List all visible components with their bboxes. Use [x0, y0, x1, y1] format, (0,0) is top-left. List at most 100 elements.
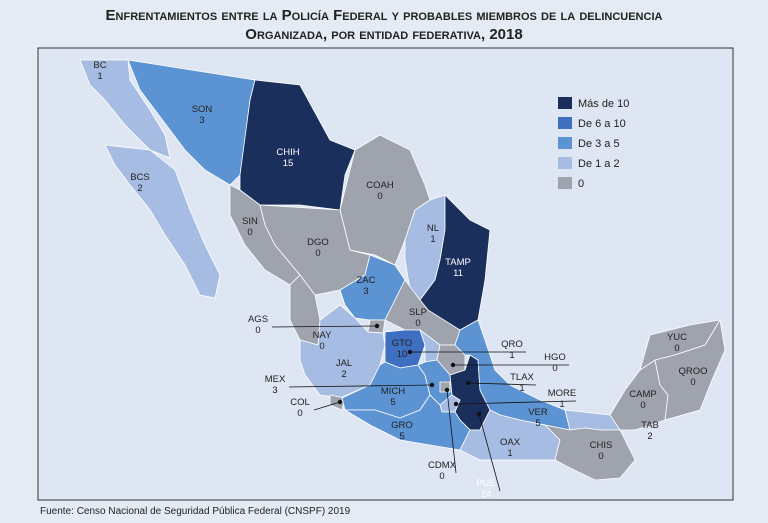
state-name: TAB: [641, 420, 659, 431]
leader-line: [313, 401, 341, 411]
state-name: QRO: [501, 339, 523, 350]
state-name: MORE: [548, 388, 577, 399]
leader-dot: [429, 382, 435, 388]
state-value: 1: [507, 448, 512, 459]
state-value: 0: [377, 191, 382, 202]
state-value: 15: [283, 158, 294, 169]
state-name: OAX: [500, 437, 521, 448]
leader-line: [455, 400, 577, 405]
state-value: 3: [363, 286, 368, 297]
leader-line: [271, 325, 378, 328]
leader-dot: [337, 399, 343, 405]
leader-line: [288, 384, 433, 388]
title-line: Organizada, por entidad federativa, 2018: [245, 26, 522, 43]
state-value: 0: [598, 451, 603, 462]
state-name: CAMP: [629, 389, 656, 400]
state-value: 5: [535, 418, 540, 429]
legend-label: De 3 a 5: [578, 138, 620, 150]
state-value: 1: [430, 234, 435, 245]
state-name: HGO: [544, 352, 566, 363]
leader-line: [467, 382, 537, 386]
state-name: NL: [427, 223, 439, 234]
state-value: 3: [199, 115, 204, 126]
legend-swatch: [558, 97, 572, 109]
state-name: MICH: [381, 386, 405, 397]
state-shape: [79, 59, 171, 159]
state-value: 1: [509, 350, 514, 361]
state-name: COL: [290, 397, 310, 408]
states-layer: [79, 59, 726, 481]
title-line: Enfrentamientos entre la Policía Federal…: [106, 7, 663, 24]
state-value: 24: [481, 489, 492, 500]
state-value: 0: [247, 227, 252, 238]
leader-dot: [453, 401, 459, 407]
state-value: 0: [315, 248, 320, 259]
state-value: 0: [439, 471, 444, 482]
state-shape: [239, 79, 356, 211]
legend-swatch: [558, 137, 572, 149]
state-name: DGO: [307, 237, 329, 248]
state-name: SON: [192, 104, 213, 115]
state-name: GTO: [392, 338, 412, 349]
leader-dot: [407, 349, 413, 355]
state-name: ZAC: [357, 275, 376, 286]
state-value: 2: [647, 431, 652, 442]
legend: Más de 10 De 6 a 10 De 3 a 5 De 1 a 2 0: [558, 97, 629, 190]
labels-layer: BC1BCS2SON3CHIH15COAH0SIN0DGO0NL1TAMP11Z…: [93, 60, 707, 500]
state-name: YUC: [667, 332, 687, 343]
state-shape: [343, 394, 471, 451]
state-value: 0: [552, 363, 557, 374]
state-name: CHIH: [276, 147, 299, 158]
state-shape: [654, 318, 726, 421]
state-value: 1: [97, 71, 102, 82]
leader-dot: [450, 362, 456, 368]
state-name: BCS: [130, 172, 150, 183]
state-value: 1: [559, 399, 564, 410]
legend-swatch: [558, 117, 572, 129]
state-value: 0: [297, 408, 302, 419]
state-name: TAMP: [445, 257, 471, 268]
state-name: MEX: [265, 374, 286, 385]
state-value: 0: [255, 325, 260, 336]
state-value: 0: [690, 377, 695, 388]
state-name: VER: [528, 407, 548, 418]
state-name: GRO: [391, 420, 413, 431]
state-value: 1: [519, 383, 524, 394]
state-value: 2: [137, 183, 142, 194]
legend-swatch: [558, 177, 572, 189]
legend-label: De 1 a 2: [578, 158, 620, 170]
state-name: JAL: [336, 358, 352, 369]
state-value: 0: [319, 341, 324, 352]
state-value: 5: [399, 431, 404, 442]
state-value: 3: [272, 385, 277, 396]
legend-label: De 6 a 10: [578, 118, 626, 130]
leader-line: [446, 389, 457, 474]
state-name: TLAX: [510, 372, 534, 383]
state-name: QROO: [678, 366, 707, 377]
leader-dot: [444, 387, 450, 393]
state-name: SLP: [409, 307, 427, 318]
state-name: AGS: [248, 314, 268, 325]
state-value: 11: [453, 268, 463, 279]
legend-label: 0: [578, 178, 584, 190]
state-name: CDMX: [428, 460, 457, 471]
state-name: BC: [93, 60, 106, 71]
state-name: CHIS: [590, 440, 613, 451]
state-name: SIN: [242, 216, 258, 227]
state-shape: [543, 424, 636, 481]
leader-dot: [374, 323, 380, 329]
legend-label: Más de 10: [578, 98, 629, 110]
leader-line: [478, 413, 501, 492]
legend-swatch: [558, 157, 572, 169]
source-note: Fuente: Censo Nacional de Seguridad Públ…: [40, 506, 351, 517]
state-shape: [104, 144, 221, 299]
state-name: NAY: [313, 330, 332, 341]
state-name: COAH: [366, 180, 394, 191]
state-value: 0: [674, 343, 679, 354]
state-value: 2: [341, 369, 346, 380]
leader-dot: [465, 380, 471, 386]
state-name: PUE: [476, 478, 496, 489]
leader-dot: [476, 411, 482, 417]
